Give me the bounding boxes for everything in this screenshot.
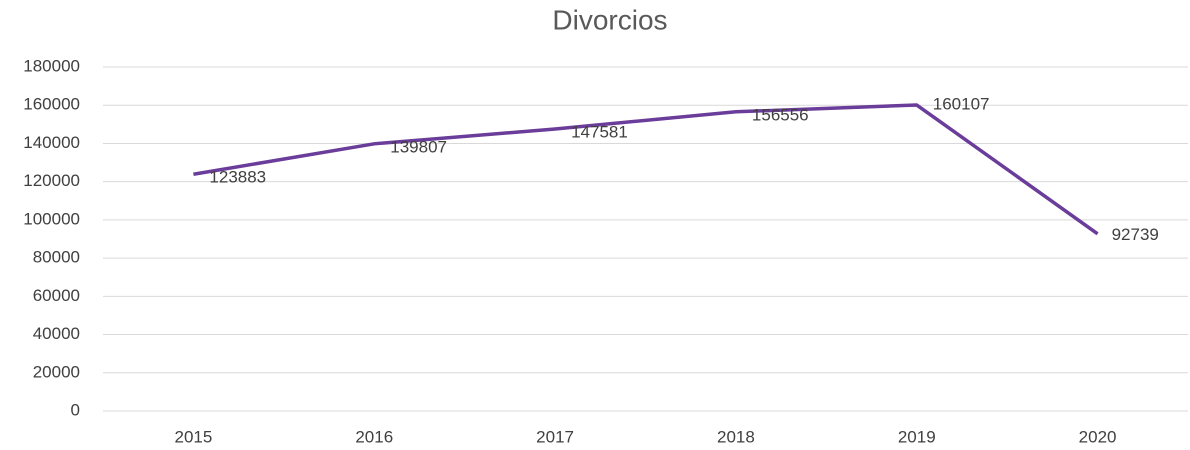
y-tick-label: 140000	[23, 133, 80, 152]
data-label: 139807	[390, 137, 447, 156]
x-tick-label: 2020	[1079, 427, 1117, 446]
y-tick-label: 60000	[33, 286, 80, 305]
data-label: 156556	[752, 105, 809, 124]
chart-title: Divorcios	[552, 4, 667, 35]
y-tick-label: 0	[71, 400, 80, 419]
line	[193, 103, 1099, 236]
x-tick-label: 2017	[536, 427, 574, 446]
x-tick-label: 2018	[717, 427, 755, 446]
x-tick-label: 2015	[175, 427, 213, 446]
data-label: 147581	[571, 122, 628, 141]
y-tick-label: 180000	[23, 56, 80, 75]
y-tick-label: 120000	[23, 171, 80, 190]
x-tick-label: 2016	[355, 427, 393, 446]
y-tick-label: 160000	[23, 95, 80, 114]
x-tick-label: 2019	[898, 427, 936, 446]
data-label: 123883	[209, 168, 266, 187]
y-tick-label: 40000	[33, 324, 80, 343]
data-label: 160107	[933, 95, 990, 114]
y-tick-label: 80000	[33, 248, 80, 267]
y-tick-label: 20000	[33, 362, 80, 381]
data-label: 92739	[1112, 225, 1159, 244]
y-tick-label: 100000	[23, 209, 80, 228]
